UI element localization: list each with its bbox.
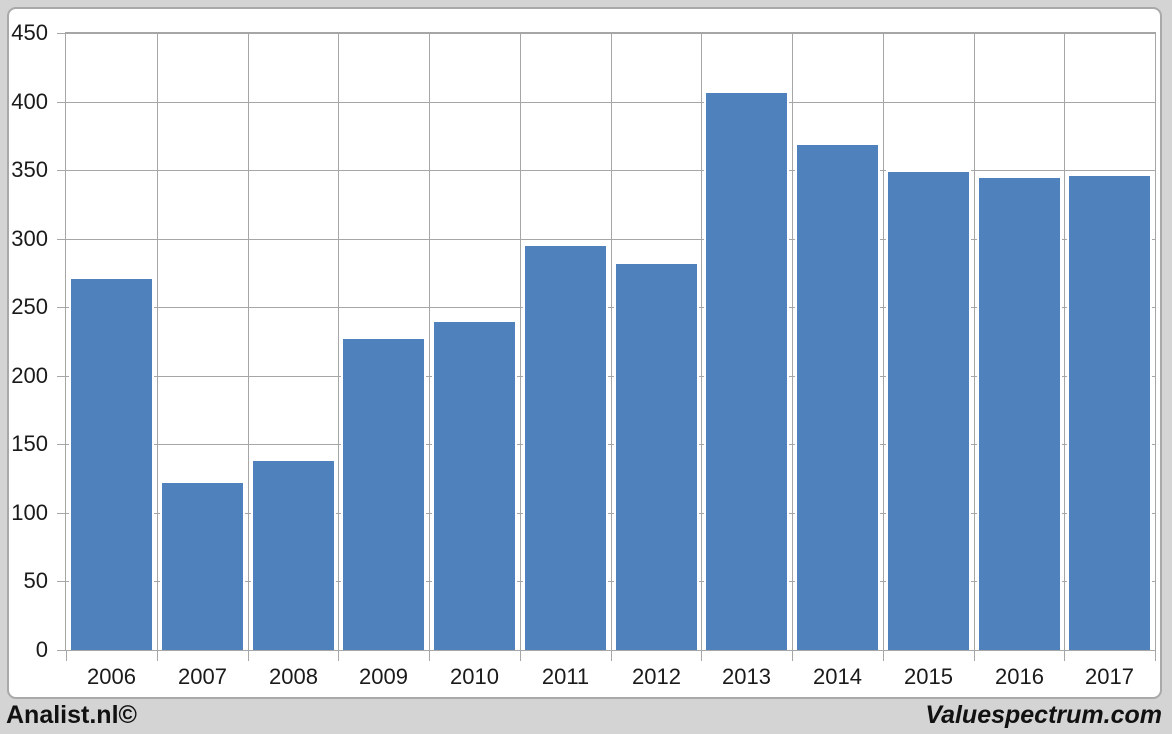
- bar: [341, 337, 426, 650]
- bar: [795, 143, 880, 650]
- x-axis-tick: [701, 651, 702, 661]
- bar: [704, 91, 789, 650]
- y-axis-tick-label: 150: [11, 431, 48, 457]
- x-axis-tick-label: 2015: [904, 664, 953, 689]
- horizontal-gridline: [66, 444, 1155, 446]
- y-axis-tick: [57, 101, 66, 103]
- vertical-gridline: [429, 33, 430, 650]
- y-axis-tick-label: 450: [11, 20, 48, 45]
- x-axis-tick-label: 2008: [269, 664, 318, 689]
- y-axis-tick-label: 50: [23, 568, 48, 594]
- x-axis-tick: [429, 651, 430, 661]
- x-axis-tick: [1155, 651, 1156, 661]
- bar: [1067, 174, 1152, 650]
- horizontal-gridline: [66, 170, 1155, 172]
- footer-right-credit: Valuespectrum.com: [925, 701, 1162, 729]
- y-axis-tick: [57, 33, 66, 34]
- y-axis-tick-label: 250: [11, 294, 48, 320]
- x-axis-tick: [157, 651, 158, 661]
- y-axis-tick-label: 350: [11, 157, 48, 183]
- y-axis-tick: [57, 512, 66, 514]
- x-axis-tick: [520, 651, 521, 661]
- y-axis-tick: [57, 307, 66, 309]
- vertical-gridline: [1064, 33, 1065, 650]
- horizontal-gridline: [66, 581, 1155, 583]
- x-axis-tick: [1064, 651, 1065, 661]
- y-axis-tick: [57, 170, 66, 172]
- x-axis-tick-label: 2007: [178, 664, 227, 689]
- horizontal-gridline: [66, 307, 1155, 309]
- horizontal-gridline: [66, 33, 1155, 34]
- x-axis-tick: [883, 651, 884, 661]
- x-axis-tick-label: 2010: [450, 664, 499, 689]
- y-axis-tick: [57, 650, 66, 651]
- bar: [432, 320, 517, 650]
- x-axis-tick-label: 2013: [722, 664, 771, 689]
- footer-left-credit: Analist.nl©: [6, 701, 137, 729]
- x-axis-tick: [66, 651, 67, 661]
- x-axis-tick-label: 2017: [1085, 664, 1134, 689]
- y-axis-tick: [57, 581, 66, 583]
- vertical-gridline: [701, 33, 702, 650]
- bar: [69, 277, 154, 650]
- horizontal-gridline: [66, 238, 1155, 240]
- x-axis-tick-label: 2011: [541, 664, 590, 689]
- horizontal-gridline: [66, 375, 1155, 377]
- vertical-gridline: [611, 33, 612, 650]
- x-axis-tick-label: 2006: [87, 664, 136, 689]
- vertical-gridline: [792, 33, 793, 650]
- bar: [614, 262, 699, 650]
- x-axis-tick: [248, 651, 249, 661]
- x-axis-tick-label: 2009: [359, 664, 408, 689]
- bar: [251, 459, 336, 650]
- x-axis-tick: [974, 651, 975, 661]
- y-axis-tick-label: 0: [35, 637, 48, 662]
- horizontal-gridline: [66, 512, 1155, 514]
- x-axis-tick-label: 2012: [632, 664, 681, 689]
- vertical-gridline: [248, 33, 249, 650]
- bar: [523, 244, 608, 650]
- y-axis-tick-label: 300: [11, 225, 48, 251]
- y-axis-tick-label: 100: [11, 499, 48, 525]
- x-axis-tick-label: 2016: [995, 664, 1044, 689]
- y-axis-tick: [57, 375, 66, 377]
- y-axis-tick: [57, 444, 66, 446]
- bar: [160, 481, 245, 650]
- y-axis-tick-label: 400: [11, 88, 48, 114]
- x-axis-tick: [611, 651, 612, 661]
- bar: [886, 170, 971, 650]
- y-axis-tick: [57, 238, 66, 240]
- vertical-gridline: [157, 33, 158, 650]
- x-axis-tick-label: 2014: [813, 664, 862, 689]
- y-axis-tick-label: 200: [11, 362, 48, 388]
- vertical-gridline: [974, 33, 975, 650]
- x-axis-tick: [338, 651, 339, 661]
- vertical-gridline: [883, 33, 884, 650]
- vertical-gridline: [338, 33, 339, 650]
- x-axis-tick: [792, 651, 793, 661]
- horizontal-gridline: [66, 101, 1155, 103]
- vertical-gridline: [520, 33, 521, 650]
- bar: [977, 176, 1062, 650]
